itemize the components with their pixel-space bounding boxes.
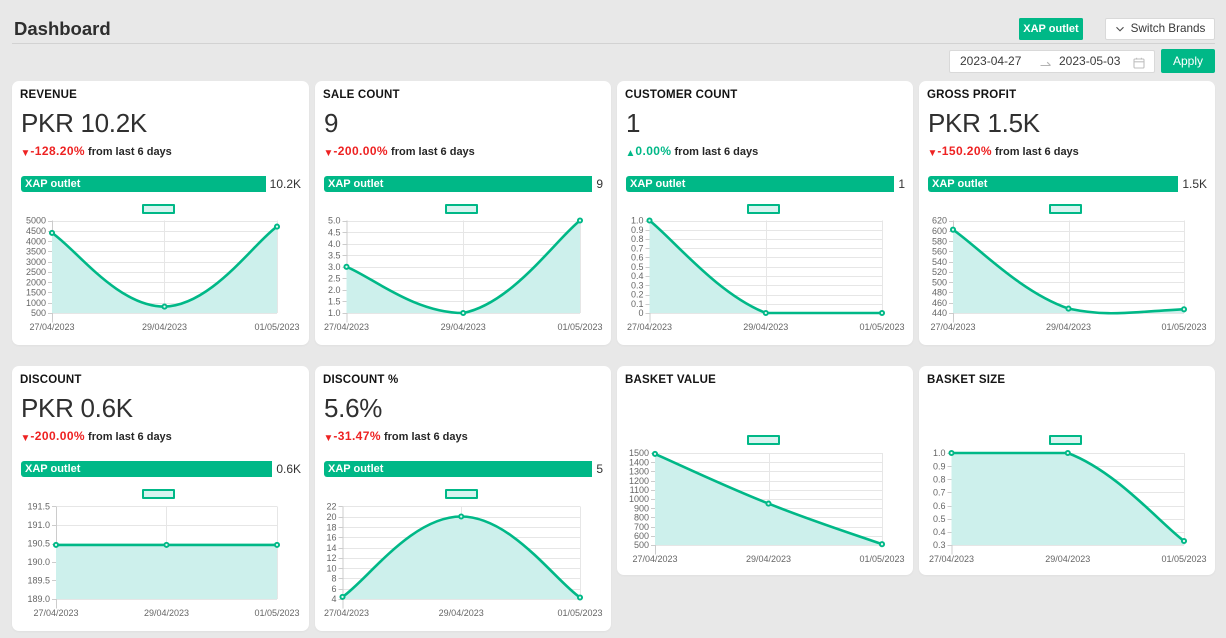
svg-text:2.5: 2.5 <box>328 274 341 284</box>
svg-text:01/05/2023: 01/05/2023 <box>557 608 602 618</box>
svg-text:6: 6 <box>331 584 336 594</box>
svg-text:2.0: 2.0 <box>328 285 341 295</box>
svg-text:0.2: 0.2 <box>631 290 644 300</box>
svg-text:0.9: 0.9 <box>631 225 644 235</box>
svg-text:1400: 1400 <box>629 457 649 467</box>
svg-text:0.3: 0.3 <box>933 540 946 550</box>
svg-text:500: 500 <box>634 540 649 550</box>
svg-text:600: 600 <box>634 531 649 541</box>
svg-text:0.1: 0.1 <box>631 299 644 309</box>
svg-text:4: 4 <box>331 594 336 604</box>
svg-text:1500: 1500 <box>629 448 649 458</box>
svg-text:600: 600 <box>932 226 947 236</box>
svg-text:440: 440 <box>932 308 947 318</box>
svg-text:189.5: 189.5 <box>27 576 50 586</box>
svg-text:29/04/2023: 29/04/2023 <box>1045 554 1090 564</box>
svg-text:01/05/2023: 01/05/2023 <box>1161 322 1206 332</box>
svg-text:2000: 2000 <box>26 277 46 287</box>
svg-text:0.4: 0.4 <box>933 527 946 537</box>
svg-text:27/04/2023: 27/04/2023 <box>929 554 974 564</box>
svg-text:8: 8 <box>331 574 336 584</box>
svg-text:22: 22 <box>326 502 336 512</box>
svg-text:5000: 5000 <box>26 216 46 226</box>
svg-text:3000: 3000 <box>26 257 46 267</box>
svg-text:4.5: 4.5 <box>328 227 341 237</box>
svg-text:29/04/2023: 29/04/2023 <box>746 554 791 564</box>
svg-text:0.8: 0.8 <box>933 475 946 485</box>
svg-text:0.3: 0.3 <box>631 280 644 290</box>
svg-text:0.8: 0.8 <box>631 234 644 244</box>
svg-text:3.5: 3.5 <box>328 250 341 260</box>
svg-text:0.5: 0.5 <box>631 262 644 272</box>
svg-text:3500: 3500 <box>26 247 46 257</box>
svg-text:700: 700 <box>634 522 649 532</box>
svg-text:500: 500 <box>932 277 947 287</box>
svg-text:540: 540 <box>932 257 947 267</box>
svg-text:0.9: 0.9 <box>933 461 946 471</box>
svg-text:10: 10 <box>326 563 336 573</box>
svg-text:1500: 1500 <box>26 288 46 298</box>
svg-text:4500: 4500 <box>26 226 46 236</box>
svg-text:01/05/2023: 01/05/2023 <box>1161 554 1206 564</box>
svg-text:191.5: 191.5 <box>27 502 50 512</box>
svg-text:01/05/2023: 01/05/2023 <box>557 322 602 332</box>
svg-text:580: 580 <box>932 236 947 246</box>
svg-text:480: 480 <box>932 288 947 298</box>
svg-text:18: 18 <box>326 522 336 532</box>
svg-text:4.0: 4.0 <box>328 239 341 249</box>
svg-text:800: 800 <box>634 513 649 523</box>
svg-text:01/05/2023: 01/05/2023 <box>254 322 299 332</box>
svg-text:27/04/2023: 27/04/2023 <box>632 554 677 564</box>
svg-text:1.0: 1.0 <box>631 216 644 226</box>
svg-text:16: 16 <box>326 533 336 543</box>
svg-text:1000: 1000 <box>629 494 649 504</box>
svg-text:12: 12 <box>326 553 336 563</box>
svg-text:4000: 4000 <box>26 236 46 246</box>
svg-text:1.0: 1.0 <box>933 448 946 458</box>
svg-text:29/04/2023: 29/04/2023 <box>441 322 486 332</box>
svg-text:0.5: 0.5 <box>933 514 946 524</box>
svg-text:5.0: 5.0 <box>328 216 341 226</box>
svg-text:27/04/2023: 27/04/2023 <box>930 322 975 332</box>
svg-text:1.5: 1.5 <box>328 297 341 307</box>
svg-text:620: 620 <box>932 216 947 226</box>
svg-text:0.7: 0.7 <box>631 243 644 253</box>
svg-text:1100: 1100 <box>630 485 649 495</box>
svg-text:29/04/2023: 29/04/2023 <box>743 322 788 332</box>
svg-text:0: 0 <box>638 308 643 318</box>
svg-text:1300: 1300 <box>629 467 649 477</box>
svg-text:1200: 1200 <box>629 476 649 486</box>
svg-text:460: 460 <box>932 298 947 308</box>
svg-text:1000: 1000 <box>26 298 46 308</box>
svg-text:29/04/2023: 29/04/2023 <box>1046 322 1091 332</box>
svg-text:520: 520 <box>932 267 947 277</box>
svg-text:189.0: 189.0 <box>27 594 50 604</box>
svg-text:1.0: 1.0 <box>328 308 341 318</box>
svg-text:01/05/2023: 01/05/2023 <box>859 554 904 564</box>
svg-text:29/04/2023: 29/04/2023 <box>439 608 484 618</box>
svg-text:0.4: 0.4 <box>631 271 644 281</box>
svg-text:190.0: 190.0 <box>27 557 50 567</box>
svg-text:27/04/2023: 27/04/2023 <box>324 608 369 618</box>
svg-text:190.5: 190.5 <box>27 539 50 549</box>
svg-text:2500: 2500 <box>26 267 46 277</box>
svg-text:27/04/2023: 27/04/2023 <box>29 322 74 332</box>
svg-text:01/05/2023: 01/05/2023 <box>254 608 299 618</box>
svg-text:29/04/2023: 29/04/2023 <box>144 608 189 618</box>
svg-text:14: 14 <box>326 543 336 553</box>
svg-text:3.0: 3.0 <box>328 262 341 272</box>
svg-text:29/04/2023: 29/04/2023 <box>142 322 187 332</box>
svg-text:27/04/2023: 27/04/2023 <box>324 322 369 332</box>
svg-text:01/05/2023: 01/05/2023 <box>859 322 904 332</box>
svg-text:900: 900 <box>634 503 649 513</box>
svg-text:27/04/2023: 27/04/2023 <box>33 608 78 618</box>
svg-text:0.7: 0.7 <box>933 488 946 498</box>
svg-text:560: 560 <box>932 247 947 257</box>
svg-text:0.6: 0.6 <box>933 501 946 511</box>
svg-text:191.0: 191.0 <box>27 520 50 530</box>
svg-text:27/04/2023: 27/04/2023 <box>627 322 672 332</box>
svg-text:500: 500 <box>31 308 46 318</box>
svg-text:0.6: 0.6 <box>631 253 644 263</box>
svg-text:20: 20 <box>326 512 336 522</box>
